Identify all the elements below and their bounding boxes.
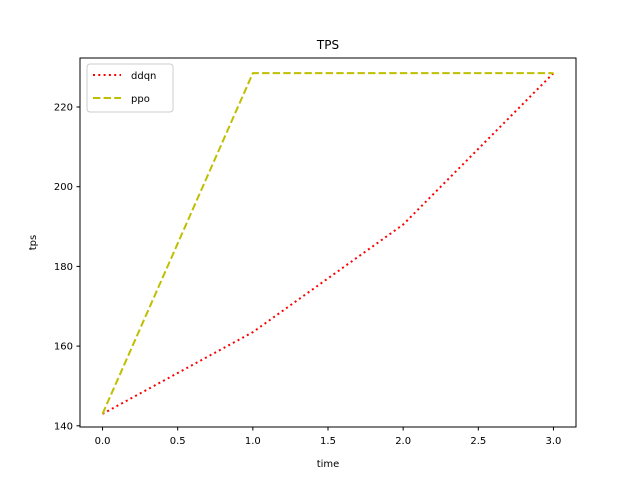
x-tick-label: 2.5 [470,436,486,447]
y-tick-label: 160 [54,342,73,353]
series-line-ppo [101,72,554,415]
legend-label-ppo: ppo [131,94,150,105]
legend: ddqn ppo [86,63,174,113]
plot-frame [79,57,577,428]
x-tick-label: 2.0 [395,436,411,447]
plot-marks: 0.0 0.5 1.0 1.5 2.0 2.5 3.0 140 160 180 200 220 [54,72,562,447]
series-line-ddqn [102,72,555,415]
x-axis-label: time [317,459,340,470]
x-tick-label: 0.0 [95,436,111,447]
x-tick-label: 1.5 [320,436,336,447]
y-tick-label: 180 [54,262,73,273]
x-tick-label: 1.0 [245,436,261,447]
y-axis-label: tps [28,235,39,250]
y-tick-label: 220 [54,103,73,114]
legend-box [86,63,174,113]
x-tick-label: 0.5 [170,436,186,447]
y-tick-label: 140 [54,421,73,432]
legend-label-ddqn: ddqn [131,71,156,82]
chart-title: TPS [316,38,339,52]
y-tick-label: 200 [54,182,73,193]
x-tick-label: 3.0 [546,436,562,447]
